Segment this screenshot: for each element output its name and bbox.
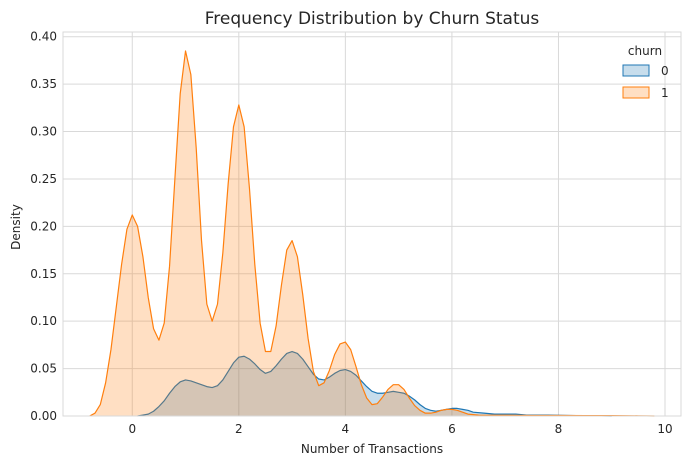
x-tick-label-0: 0 xyxy=(128,422,136,436)
y-tick-label-0: 0.00 xyxy=(30,409,57,423)
plot-border xyxy=(62,31,682,417)
legend: churn 0 1 xyxy=(622,44,669,100)
density-areas xyxy=(89,50,655,417)
legend-swatch-1 xyxy=(622,86,650,99)
y-tick-label-8: 0.40 xyxy=(30,30,57,44)
x-axis-label: Number of Transactions xyxy=(301,442,443,456)
y-tick-label-2: 0.10 xyxy=(30,314,57,328)
x-tick-label-4: 8 xyxy=(555,422,563,436)
y-tick-label-3: 0.15 xyxy=(30,267,57,281)
legend-label-1: 1 xyxy=(661,86,669,100)
x-tick-label-2: 4 xyxy=(342,422,350,436)
x-tick-label-5: 10 xyxy=(657,422,672,436)
grid xyxy=(63,32,681,417)
series-1-line xyxy=(89,50,655,417)
y-tick-label-7: 0.35 xyxy=(30,77,57,91)
y-tick-label-1: 0.05 xyxy=(30,362,57,376)
x-tick-label-1: 2 xyxy=(235,422,243,436)
legend-title: churn xyxy=(628,44,662,58)
y-tick-label-5: 0.25 xyxy=(30,172,57,186)
series-1-area xyxy=(89,50,655,417)
chart-title: Frequency Distribution by Churn Status xyxy=(205,9,540,29)
y-axis-label: Density xyxy=(9,204,23,250)
y-tick-label-6: 0.30 xyxy=(30,125,57,139)
y-tick-label-4: 0.20 xyxy=(30,219,57,233)
plot-frame xyxy=(62,31,682,417)
x-tick-labels: 0 2 4 6 8 10 xyxy=(128,422,672,436)
series-0-area xyxy=(137,351,612,416)
legend-swatch-0 xyxy=(622,64,650,77)
series-0-line xyxy=(137,350,612,417)
y-tick-labels: 0.00 0.05 0.10 0.15 0.20 0.25 0.30 0.35 0.40 xyxy=(30,30,57,423)
x-tick-label-3: 6 xyxy=(448,422,456,436)
legend-label-0: 0 xyxy=(661,64,669,78)
